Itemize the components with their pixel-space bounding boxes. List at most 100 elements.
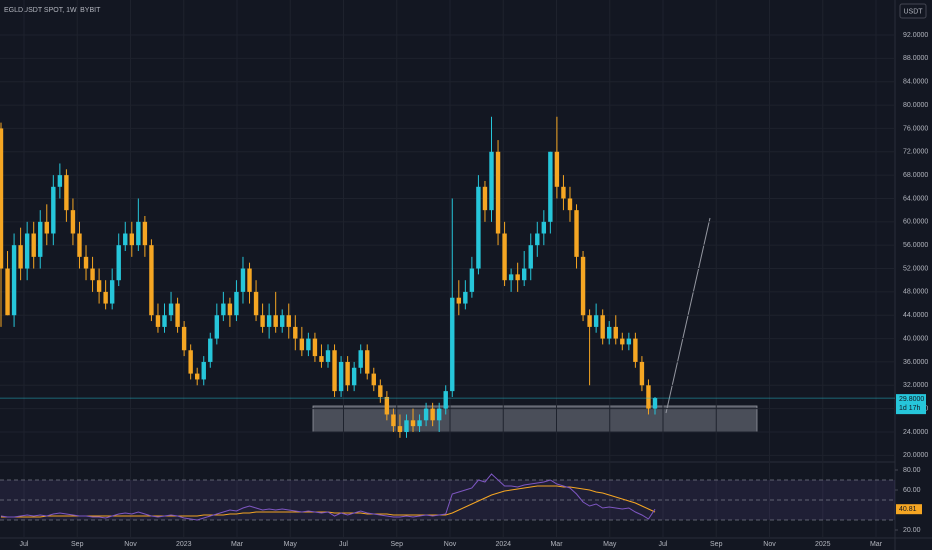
x-tick-label: Sep	[71, 541, 84, 548]
rsi-label-bg	[896, 504, 922, 515]
candle-body	[436, 408, 442, 421]
candle-body	[162, 315, 167, 327]
x-tick-label: 2025	[815, 541, 831, 548]
candle-body	[443, 391, 448, 409]
x-tick-label: 2024	[495, 541, 511, 548]
candle-body	[607, 326, 612, 339]
candle-body	[77, 233, 82, 257]
currency-box[interactable]	[899, 3, 927, 19]
candle-body	[201, 361, 206, 380]
candle-body	[430, 408, 435, 421]
candle-body	[633, 338, 638, 362]
candle-body	[57, 175, 63, 187]
candle-body	[142, 221, 148, 246]
candle-body	[515, 274, 520, 281]
candle-body	[168, 303, 174, 316]
candle-body	[188, 350, 193, 374]
candle-body	[639, 361, 645, 386]
candle-body	[273, 315, 278, 327]
candle-body	[384, 396, 390, 415]
rsi-tick-label: 20.00	[903, 527, 921, 534]
y-tick-label: 52.0000	[903, 265, 928, 272]
candle-body	[502, 233, 507, 281]
candle-body	[149, 245, 154, 316]
x-tick-label: May	[284, 541, 298, 548]
candle-body	[476, 186, 481, 269]
candle-body	[351, 367, 357, 386]
candle-body	[508, 274, 514, 281]
candle-body	[541, 221, 547, 234]
rsi-tick-label: 80.00	[903, 467, 921, 474]
candle-body	[136, 221, 141, 246]
candle-body	[319, 356, 324, 362]
y-tick-label: 24.0000	[903, 429, 928, 436]
candle-body	[247, 268, 252, 292]
candle-body	[548, 151, 553, 222]
candle-body	[64, 175, 69, 211]
countdown: 1d 17h	[899, 405, 921, 412]
x-tick-label: Jul	[339, 541, 348, 548]
candle-body	[404, 420, 409, 432]
candle-body	[593, 315, 599, 327]
candle-body	[38, 221, 43, 257]
currency[interactable]: USDT	[903, 8, 923, 15]
candle-body	[51, 186, 56, 234]
candle-body	[345, 361, 350, 386]
candle-body	[11, 245, 17, 316]
y-tick-label: 32.0000	[903, 382, 928, 389]
x-tick-label: Mar	[870, 541, 883, 548]
y-tick-label: 84.0000	[903, 79, 928, 86]
candle-body	[646, 385, 651, 409]
x-tick-label: Jul	[20, 541, 29, 548]
y-tick-label: 72.0000	[903, 149, 928, 156]
candle-body	[280, 315, 285, 327]
candle-body	[109, 280, 115, 304]
candle-body	[450, 297, 455, 392]
x-tick-label: Mar	[550, 541, 563, 548]
candle-body	[469, 268, 475, 292]
y-tick-label: 92.0000	[903, 32, 928, 39]
candle-body	[90, 268, 95, 281]
candle-body	[240, 268, 246, 292]
candle-body	[522, 268, 527, 281]
candle-body	[181, 326, 187, 351]
candle-body	[456, 297, 461, 304]
candle-body	[24, 233, 30, 269]
candle-body	[312, 338, 318, 357]
candle-body	[70, 210, 76, 234]
candle-body	[378, 385, 383, 397]
candle-body	[613, 326, 618, 339]
candle-body	[463, 291, 468, 304]
candle-body	[567, 198, 573, 211]
x-tick-label: Nov	[763, 541, 776, 548]
rsi-value-label: 40.81	[899, 506, 917, 513]
candle-body	[482, 186, 488, 211]
candle-body	[260, 315, 265, 327]
candle-body	[554, 151, 560, 187]
candle-body	[652, 398, 658, 409]
candle-body	[253, 291, 259, 316]
candle-body	[580, 256, 586, 316]
x-tick-label: Mar	[231, 541, 244, 548]
candle-body	[266, 315, 272, 327]
candle-body	[18, 245, 23, 269]
candle-body	[574, 210, 579, 257]
candle-body	[44, 221, 49, 234]
candle-body	[495, 151, 501, 234]
candle-body	[561, 186, 566, 199]
candle-body	[338, 361, 344, 392]
x-tick-label: Nov	[444, 541, 457, 548]
candle-body	[0, 128, 4, 269]
rsi-line	[0, 473, 656, 521]
candle-body	[600, 315, 605, 339]
price-label-bg	[896, 394, 926, 415]
candle-body	[626, 338, 632, 345]
candle-body	[123, 233, 128, 246]
candle-body	[5, 268, 10, 316]
candle-body	[293, 326, 298, 339]
y-tick-label: 36.0000	[903, 359, 928, 366]
candle-body	[96, 280, 102, 292]
candle-body	[535, 233, 540, 246]
